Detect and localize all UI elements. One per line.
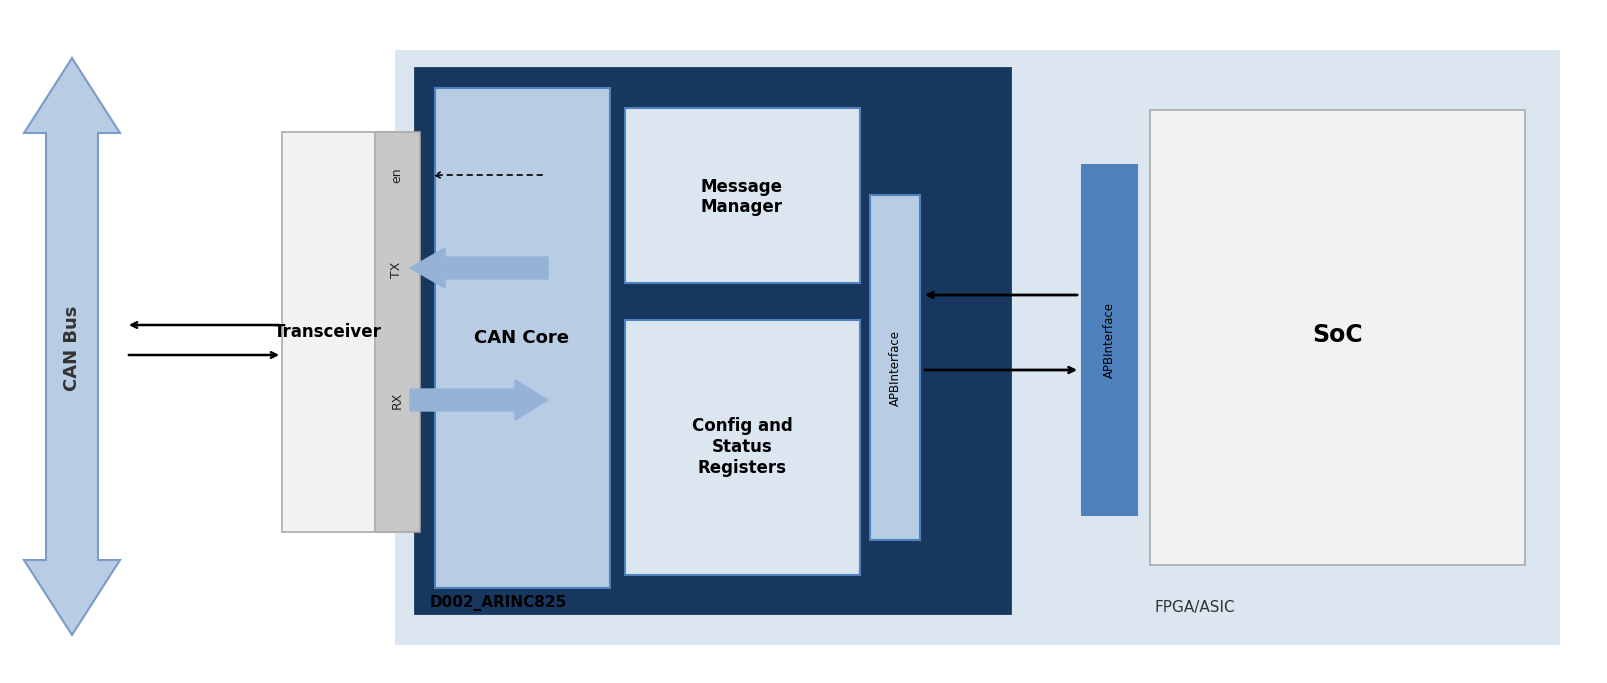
Text: Message
Manager: Message Manager	[701, 178, 783, 217]
Text: CAN Core: CAN Core	[474, 329, 569, 347]
Text: TX: TX	[391, 262, 403, 278]
Bar	[281, 132, 397, 532]
Bar	[869, 195, 919, 540]
Bar	[1082, 165, 1136, 515]
Text: D002_ARINC825: D002_ARINC825	[429, 595, 567, 611]
Text: Transceiver: Transceiver	[273, 323, 382, 341]
Bar	[374, 132, 419, 532]
Text: RX: RX	[391, 391, 403, 408]
Text: FPGA/ASIC: FPGA/ASIC	[1154, 600, 1234, 615]
Bar	[435, 88, 609, 588]
Polygon shape	[24, 58, 121, 635]
Polygon shape	[410, 248, 548, 288]
Bar	[395, 50, 1559, 645]
Text: APBInterface: APBInterface	[1102, 302, 1115, 378]
Text: Config and
Status
Registers: Config and Status Registers	[691, 417, 792, 477]
Bar	[415, 68, 1009, 613]
Bar	[1149, 110, 1523, 565]
Text: APBInterface: APBInterface	[889, 330, 902, 406]
Bar	[625, 320, 860, 575]
Bar	[625, 108, 860, 283]
Polygon shape	[410, 380, 548, 420]
Text: en: en	[391, 167, 403, 183]
Text: CAN Bus: CAN Bus	[63, 305, 80, 391]
Text: SoC: SoC	[1311, 323, 1363, 347]
